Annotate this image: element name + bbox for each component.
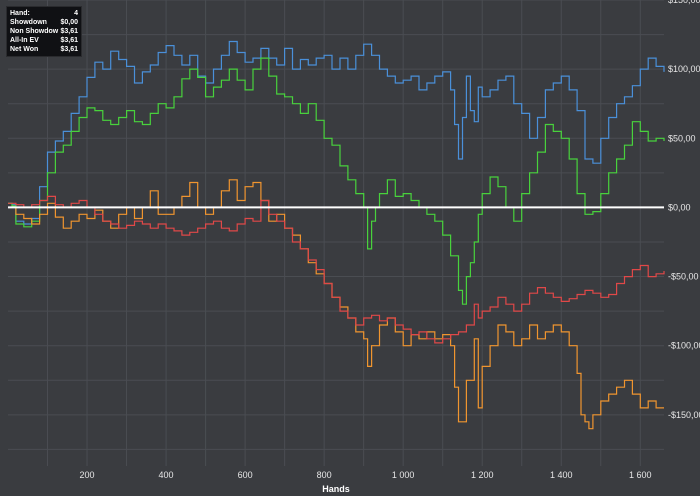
series-line-2 <box>8 57 665 305</box>
info-row-showdown: Showdown $0,00 <box>10 18 78 27</box>
x-tick-label: 1 000 <box>392 470 415 480</box>
x-tick-label: 1 600 <box>629 470 652 480</box>
info-row-hand: Hand: 4 <box>10 9 78 18</box>
x-tick-label: 400 <box>159 470 174 480</box>
y-axis-ticks: $150,00 $100,00 $50,00 $0,00 -$50,00 -$100,00… <box>668 0 700 420</box>
x-axis-ticks: 200 400 600 800 1 000 1 200 1 400 1 600 <box>80 470 652 480</box>
info-label: Showdown <box>10 19 47 26</box>
series-line-3 <box>8 179 664 430</box>
hand-info-box: Hand: 4 Showdown $0,00 Non Showdow $3,61… <box>6 6 82 57</box>
y-tick-label: -$50,00 <box>668 272 699 282</box>
info-row-all-in-ev: All-In EV $3,61 <box>10 36 78 45</box>
info-label: Net Won <box>10 46 39 53</box>
series-line-4 <box>8 195 665 344</box>
series-lines <box>8 40 665 430</box>
info-label: All-In EV <box>10 37 39 44</box>
info-value: $3,61 <box>60 37 78 44</box>
y-tick-label: $50,00 <box>668 133 696 143</box>
x-tick-label: 200 <box>80 470 95 480</box>
y-tick-label: -$100,00 <box>668 341 700 351</box>
series-line-1 <box>8 40 665 225</box>
x-axis-title: Hands <box>322 484 350 494</box>
info-label: Hand: <box>10 10 30 17</box>
info-value: 4 <box>74 10 78 17</box>
info-value: $3,61 <box>60 46 78 53</box>
plot-area <box>8 0 664 466</box>
info-value: $0,00 <box>60 19 78 26</box>
x-tick-label: 1 400 <box>550 470 573 480</box>
y-tick-label: $150,00 <box>668 0 700 5</box>
grid-lines <box>8 0 664 466</box>
info-row-non-showdown: Non Showdow $3,61 <box>10 27 78 36</box>
x-tick-label: 1 200 <box>471 470 494 480</box>
x-tick-label: 600 <box>238 470 253 480</box>
info-value: $3,61 <box>60 28 78 35</box>
info-row-net-won: Net Won $3,61 <box>10 45 78 54</box>
y-tick-label: $100,00 <box>668 64 700 74</box>
x-tick-label: 800 <box>317 470 332 480</box>
y-tick-label: -$150,00 <box>668 410 700 420</box>
info-label: Non Showdow <box>10 28 59 35</box>
y-tick-label: $0,00 <box>668 202 691 212</box>
